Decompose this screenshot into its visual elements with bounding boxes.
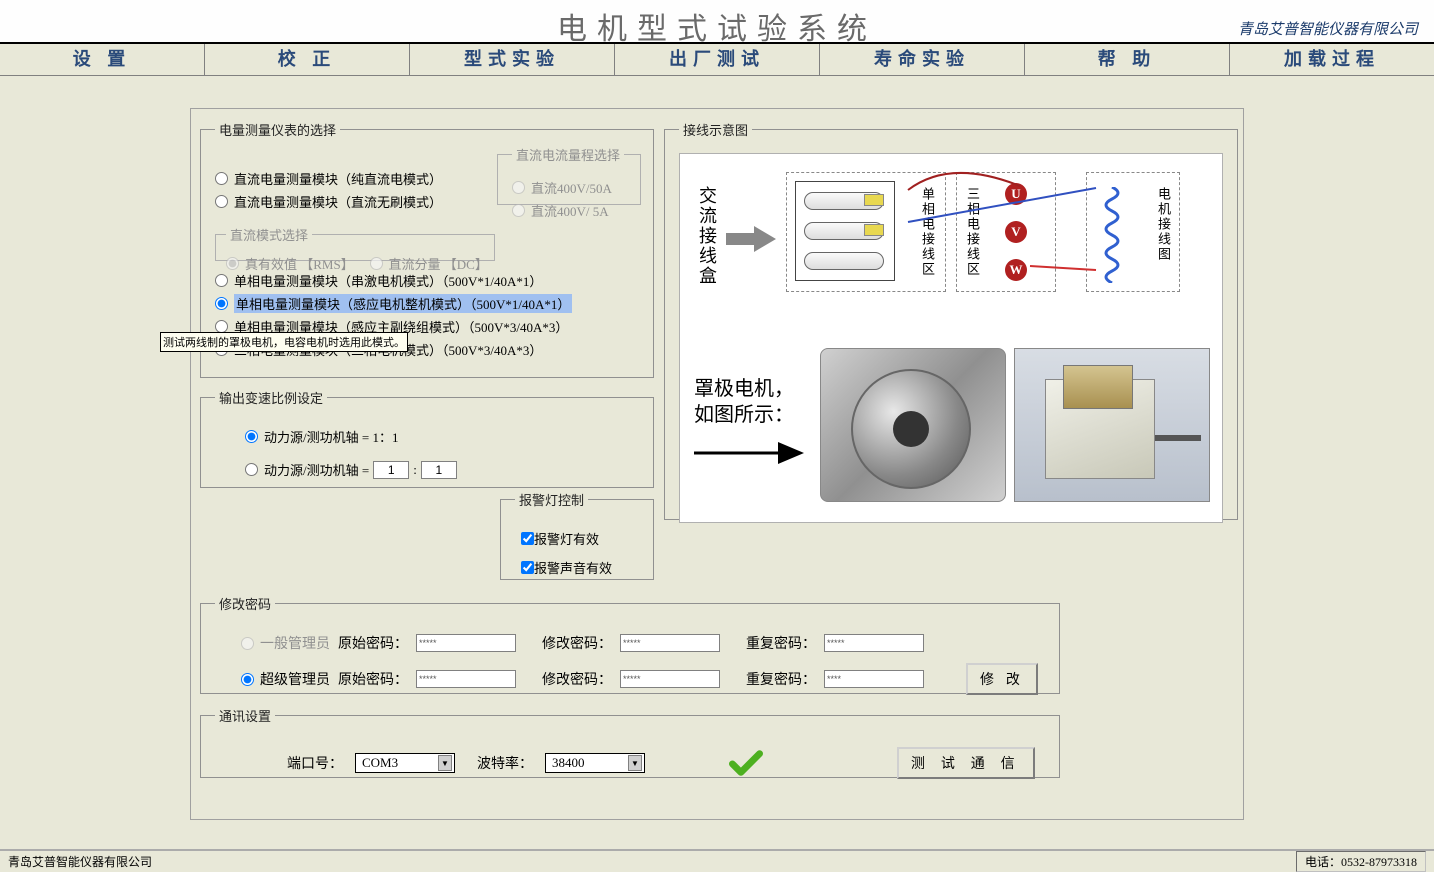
- radio-dc: [370, 257, 383, 270]
- arrow-caption-icon: [694, 436, 804, 470]
- input-orig-pw-2[interactable]: [416, 670, 516, 688]
- status-bar: 青岛艾普智能仪器有限公司 电话：0532-87973318: [0, 849, 1434, 871]
- radio-dc-pure[interactable]: [215, 172, 228, 185]
- menu-factory[interactable]: 出厂测试: [615, 44, 820, 75]
- label-single-induction: 单相电量测量模块（感应电机整机模式）（500V*1/40A*1）: [234, 294, 572, 313]
- input-orig-pw-1: [416, 634, 516, 652]
- menu-settings[interactable]: 设 置: [0, 44, 205, 75]
- check-alarm-sound[interactable]: [521, 561, 534, 574]
- radio-single-induction[interactable]: [215, 297, 228, 310]
- motor-photo-2: [1014, 348, 1210, 502]
- input-new-pw-2[interactable]: [620, 670, 720, 688]
- legend-ratio: 输出变速比例设定: [215, 388, 327, 407]
- label-dc: 直流分量 【DC】: [389, 254, 484, 273]
- combo-baud-value: 38400: [552, 755, 585, 771]
- label-rep-pw-2: 重复密码：: [746, 669, 818, 689]
- groupbox-dc-range: 直流电流量程选择 直流400V/50A 直流400V/ 5A: [497, 145, 641, 205]
- menu-typetest[interactable]: 型式实验: [410, 44, 615, 75]
- label-baud: 波特率：: [477, 753, 533, 773]
- groupbox-alarm: 报警灯控制 报警灯有效 报警声音有效: [500, 490, 654, 580]
- terminal-u: U: [1005, 183, 1027, 205]
- radio-ratio-11[interactable]: [245, 430, 258, 443]
- menu-bar: 设 置 校 正 型式实验 出厂测试 寿命实验 帮 助 加载过程: [0, 44, 1434, 76]
- label-dc-brushless: 直流电量测量模块（直流无刷模式）: [234, 192, 442, 211]
- input-new-pw-1: [620, 634, 720, 652]
- combo-port[interactable]: COM3 ▼: [355, 753, 455, 773]
- radio-rms: [226, 257, 239, 270]
- label-alarm-sound: 报警声音有效: [534, 558, 612, 577]
- label-port: 端口号：: [287, 753, 343, 773]
- three-phase-zone: U V W 三相电接线区: [956, 172, 1056, 292]
- app-title: 电机型式试验系统: [0, 0, 1434, 48]
- groupbox-password: 修改密码 一般管理员 原始密码： 修改密码： 重复密码： 超级管理员 原始密码：…: [200, 594, 1060, 694]
- legend-wiring: 接线示意图: [679, 120, 752, 139]
- coil-icon: [1097, 187, 1127, 283]
- label-alarm-light: 报警灯有效: [534, 529, 599, 548]
- label-dc-pure: 直流电量测量模块（纯直流电模式）: [234, 169, 442, 188]
- radio-ratio-custom[interactable]: [245, 463, 258, 476]
- footer-phone: 电话：0532-87973318: [1296, 851, 1426, 872]
- legend-password: 修改密码: [215, 594, 275, 613]
- radio-dc-brushless[interactable]: [215, 195, 228, 208]
- test-comm-button[interactable]: 测 试 通 信: [897, 747, 1035, 779]
- input-rep-pw-1: [824, 634, 924, 652]
- label-ratio-11: 动力源/测功机轴 = 1：1: [264, 427, 398, 446]
- header: 电机型式试验系统 青岛艾普智能仪器有限公司: [0, 0, 1434, 44]
- tooltip: 测试两线制的罩极电机，电容电机时选用此模式。: [160, 332, 408, 352]
- terminal-w: W: [1005, 259, 1027, 281]
- menu-load[interactable]: 加载过程: [1230, 44, 1434, 75]
- label-motor-wiring: 电机接线图: [1154, 187, 1173, 262]
- legend-measurement: 电量测量仪表的选择: [215, 120, 340, 139]
- label-three-phase: 三相电接线区: [963, 187, 982, 277]
- legend-dc-range: 直流电流量程选择: [512, 145, 624, 164]
- groupbox-wiring: 接线示意图 交流接线盒 单相电接线区 U V: [664, 120, 1238, 520]
- label-orig-pw-2: 原始密码：: [338, 669, 410, 689]
- label-rep-pw-1: 重复密码：: [746, 633, 818, 653]
- input-rep-pw-2[interactable]: [824, 670, 924, 688]
- label-junction-box: 交流接线盒: [694, 186, 720, 286]
- groupbox-dc-mode: 直流模式选择 真有效值 【RMS】 直流分量 【DC】: [215, 225, 495, 261]
- motor-wiring-zone: 电机接线图: [1086, 172, 1180, 292]
- modify-button[interactable]: 修 改: [966, 663, 1038, 695]
- legend-dc-mode: 直流模式选择: [226, 225, 312, 244]
- label-rms: 真有效值 【RMS】: [245, 254, 350, 273]
- input-ratio-b[interactable]: [421, 461, 457, 479]
- footer-company: 青岛艾普智能仪器有限公司: [8, 853, 152, 870]
- legend-comm: 通讯设置: [215, 706, 275, 725]
- menu-help[interactable]: 帮 助: [1025, 44, 1230, 75]
- label-admin-super: 超级管理员: [260, 669, 332, 689]
- chevron-down-icon: ▼: [438, 755, 452, 771]
- radio-admin-normal: [241, 637, 254, 650]
- groupbox-ratio: 输出变速比例设定 动力源/测功机轴 = 1：1 动力源/测功机轴 = :: [200, 388, 654, 488]
- label-single-phase: 单相电接线区: [918, 187, 937, 277]
- label-new-pw-2: 修改密码：: [542, 669, 614, 689]
- radio-range-50a: [512, 181, 525, 194]
- single-phase-zone: 单相电接线区: [786, 172, 946, 292]
- caption-line2: 如图所示：: [694, 398, 794, 427]
- combo-port-value: COM3: [362, 755, 398, 771]
- label-range-5a: 直流400V/ 5A: [531, 201, 609, 220]
- motor-photo-1: [820, 348, 1006, 502]
- caption-line1: 罩极电机，: [694, 372, 794, 401]
- label-range-50a: 直流400V/50A: [531, 178, 612, 197]
- menu-calibrate[interactable]: 校 正: [205, 44, 410, 75]
- label-orig-pw-1: 原始密码：: [338, 633, 410, 653]
- chevron-down-icon: ▼: [628, 755, 642, 771]
- radio-range-5a: [512, 204, 525, 217]
- check-alarm-light[interactable]: [521, 532, 534, 545]
- wiring-diagram: 交流接线盒 单相电接线区 U V W 三相电接线区: [679, 153, 1223, 523]
- company-name: 青岛艾普智能仪器有限公司: [1238, 18, 1418, 39]
- label-new-pw-1: 修改密码：: [542, 633, 614, 653]
- combo-baud[interactable]: 38400 ▼: [545, 753, 645, 773]
- groupbox-comm: 通讯设置 端口号： COM3 ▼ 波特率： 38400 ▼ 测 试 通 信: [200, 706, 1060, 778]
- terminal-v: V: [1005, 221, 1027, 243]
- arrow-icon: [726, 226, 776, 252]
- radio-admin-super[interactable]: [241, 673, 254, 686]
- label-ratio-custom: 动力源/测功机轴 =: [264, 460, 369, 479]
- input-ratio-a[interactable]: [373, 461, 409, 479]
- label-admin-normal: 一般管理员: [260, 633, 332, 653]
- menu-life[interactable]: 寿命实验: [820, 44, 1025, 75]
- legend-alarm: 报警灯控制: [515, 490, 588, 509]
- check-ok-icon: [729, 748, 763, 778]
